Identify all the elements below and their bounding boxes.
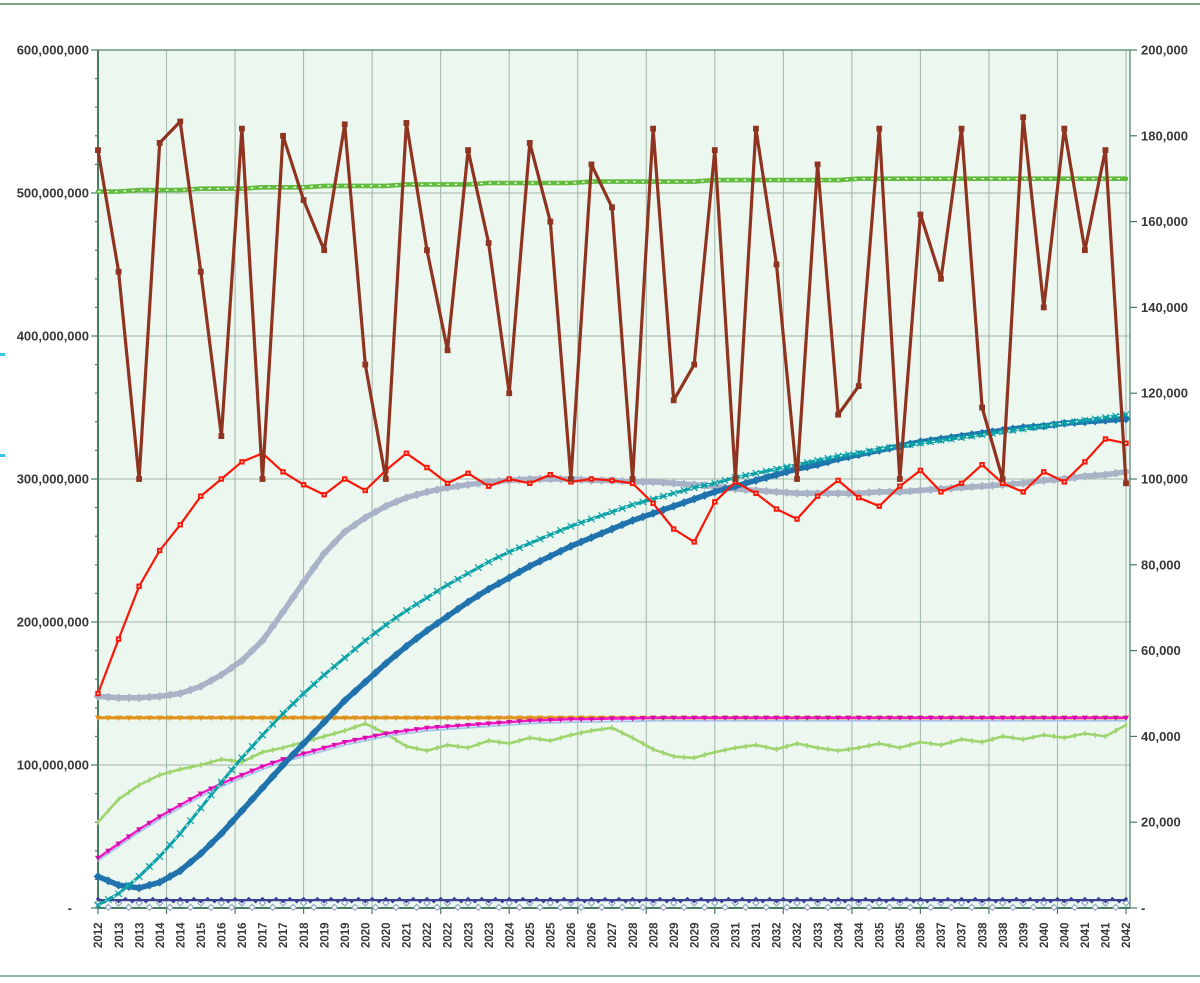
svg-text:2016: 2016 <box>217 922 229 948</box>
svg-text:2023: 2023 <box>484 922 496 948</box>
svg-text:40,000: 40,000 <box>1141 729 1181 744</box>
svg-text:2020: 2020 <box>381 922 393 948</box>
top-border-line <box>0 3 1200 5</box>
series-navy-flat <box>95 896 1129 904</box>
svg-text:2013: 2013 <box>114 922 126 948</box>
svg-text:2021: 2021 <box>402 922 414 948</box>
svg-text:2036: 2036 <box>916 922 928 948</box>
svg-text:180,000: 180,000 <box>1141 128 1188 143</box>
svg-text:2025: 2025 <box>546 922 558 948</box>
svg-text:2015: 2015 <box>196 922 208 948</box>
svg-text:600,000,000: 600,000,000 <box>17 43 89 58</box>
left-edge-marker-bottom <box>0 454 5 457</box>
svg-text:2019: 2019 <box>340 922 352 948</box>
svg-text:200,000,000: 200,000,000 <box>17 615 89 630</box>
svg-text:160,000: 160,000 <box>1141 214 1188 229</box>
svg-text:100,000,000: 100,000,000 <box>17 758 89 773</box>
svg-text:2020: 2020 <box>360 922 372 948</box>
svg-text:300,000,000: 300,000,000 <box>17 472 89 487</box>
svg-text:400,000,000: 400,000,000 <box>17 329 89 344</box>
svg-text:2028: 2028 <box>648 922 660 948</box>
svg-text:2027: 2027 <box>607 922 619 948</box>
bottom-border-line <box>0 975 1200 977</box>
svg-text:2037: 2037 <box>957 922 969 948</box>
svg-text:2025: 2025 <box>525 922 537 948</box>
svg-text:2017: 2017 <box>278 922 290 948</box>
svg-text:60,000: 60,000 <box>1141 643 1181 658</box>
svg-text:2029: 2029 <box>669 922 681 948</box>
svg-text:2032: 2032 <box>772 922 784 948</box>
svg-text:2035: 2035 <box>895 922 907 948</box>
svg-text:2026: 2026 <box>566 922 578 948</box>
svg-text:2028: 2028 <box>628 922 640 948</box>
svg-text:2014: 2014 <box>175 922 187 948</box>
series-magenta <box>95 715 1129 861</box>
series-brick-red-noisy <box>95 114 1129 487</box>
left-edge-marker-top <box>0 353 5 356</box>
svg-text:2033: 2033 <box>813 922 825 948</box>
svg-text:2041: 2041 <box>1080 922 1092 948</box>
svg-text:2019: 2019 <box>319 922 331 948</box>
svg-text:2037: 2037 <box>936 922 948 948</box>
svg-text:2031: 2031 <box>731 922 743 948</box>
svg-text:2030: 2030 <box>710 922 722 948</box>
svg-text:2029: 2029 <box>689 922 701 948</box>
svg-text:-: - <box>1141 901 1145 916</box>
svg-text:100,000: 100,000 <box>1141 472 1188 487</box>
svg-text:2026: 2026 <box>587 922 599 948</box>
series-light-green-noisy <box>96 720 1128 825</box>
svg-text:2022: 2022 <box>422 922 434 948</box>
svg-text:2023: 2023 <box>463 922 475 948</box>
series-teal-scurve <box>94 411 1130 909</box>
svg-text:2042: 2042 <box>1121 922 1133 948</box>
svg-text:2040: 2040 <box>1060 922 1072 948</box>
y-axis-right-labels: 200,000 180,000 160,000 140,000 120,000 100,0… <box>1141 43 1188 916</box>
svg-text:2017: 2017 <box>258 922 270 948</box>
svg-text:2022: 2022 <box>443 922 455 948</box>
svg-text:2040: 2040 <box>1039 922 1051 948</box>
svg-text:2034: 2034 <box>833 922 845 948</box>
svg-text:2014: 2014 <box>155 922 167 948</box>
axis-ticks <box>91 49 1137 914</box>
svg-text:80,000: 80,000 <box>1141 557 1181 572</box>
svg-text:2024: 2024 <box>504 922 516 948</box>
x-axis-labels: 2012 2013 2013 2014 2014 2015 2016 2016 2017 2017… <box>93 922 1133 948</box>
svg-text:2034: 2034 <box>854 922 866 948</box>
svg-text:20,000: 20,000 <box>1141 815 1181 830</box>
svg-text:2039: 2039 <box>1018 922 1030 948</box>
svg-text:500,000,000: 500,000,000 <box>17 186 89 201</box>
svg-text:2031: 2031 <box>751 922 763 948</box>
svg-text:2041: 2041 <box>1101 922 1113 948</box>
svg-text:120,000: 120,000 <box>1141 386 1188 401</box>
svg-text:140,000: 140,000 <box>1141 300 1188 315</box>
svg-text:2038: 2038 <box>977 922 989 948</box>
svg-text:200,000: 200,000 <box>1141 43 1188 58</box>
svg-text:2032: 2032 <box>792 922 804 948</box>
svg-text:2035: 2035 <box>874 922 886 948</box>
svg-text:2038: 2038 <box>998 922 1010 948</box>
svg-text:2016: 2016 <box>237 922 249 948</box>
svg-text:-: - <box>68 901 72 916</box>
svg-text:2012: 2012 <box>93 922 105 948</box>
svg-text:2018: 2018 <box>299 922 311 948</box>
svg-text:2013: 2013 <box>134 922 146 948</box>
y-axis-left-labels: 600,000,000 500,000,000 400,000,000 300,000… <box>17 43 89 916</box>
